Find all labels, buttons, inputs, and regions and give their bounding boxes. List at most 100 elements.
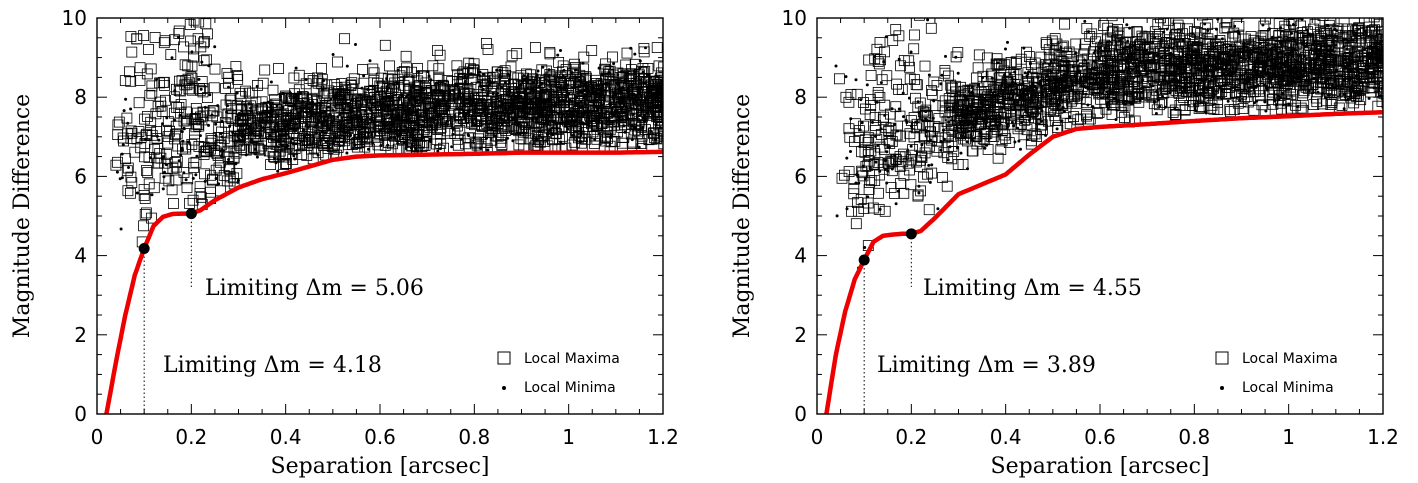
local-maximum-point — [280, 90, 292, 102]
local-maximum-point — [996, 135, 1008, 147]
local-minimum-point — [213, 45, 217, 49]
local-maximum-point — [175, 99, 187, 110]
local-minimum-point — [1277, 98, 1281, 102]
contrast-curve-line — [104, 149, 663, 414]
local-maximum-point — [1365, 86, 1376, 98]
local-maximum-point — [170, 83, 182, 95]
local-maximum-point — [145, 63, 157, 75]
local-maximum-point — [506, 50, 518, 62]
local-maximum-point — [170, 174, 182, 186]
local-maximum-point — [541, 100, 552, 112]
local-maximum-point — [287, 105, 299, 117]
local-minimum-point — [865, 83, 869, 87]
local-maximum-point — [125, 31, 137, 42]
local-minimum-point — [1326, 24, 1330, 28]
local-maximum-point — [259, 64, 271, 76]
local-minimum-point — [959, 151, 963, 155]
local-maximum-point — [195, 41, 207, 53]
local-minimum-point — [1264, 109, 1268, 113]
local-minimum-point — [596, 107, 600, 111]
local-maximum-point — [186, 60, 198, 72]
local-maximum-point — [338, 113, 350, 125]
local-minimum-point — [1010, 120, 1014, 124]
local-maximum-point — [155, 100, 167, 112]
local-maximum-point — [580, 133, 592, 145]
local-maximum-point — [834, 73, 845, 85]
local-maximum-point — [199, 145, 211, 157]
local-maximum-point — [516, 81, 527, 92]
local-maximum-point — [598, 90, 610, 102]
local-minimum-point — [180, 146, 184, 150]
local-maximum-point — [363, 85, 375, 97]
local-maximum-point — [143, 151, 155, 163]
local-maximum-point — [444, 127, 456, 139]
local-minimum-point — [1273, 99, 1277, 103]
local-maximum-point — [187, 51, 199, 63]
local-minimum-point — [1152, 100, 1156, 104]
local-minimum-point — [177, 35, 180, 39]
local-maximum-point — [604, 65, 616, 77]
local-maximum-point — [1185, 53, 1197, 64]
local-minimum-point — [275, 104, 279, 108]
local-minimum-point — [1023, 71, 1027, 75]
local-maximum-point — [414, 105, 426, 117]
local-maximum-point — [122, 162, 134, 174]
local-maximum-point — [578, 83, 589, 95]
local-maximum-point — [315, 63, 327, 74]
local-minimum-point — [1071, 64, 1075, 68]
local-maximum-point — [1353, 22, 1364, 34]
local-minimum-point — [966, 167, 969, 171]
local-maximum-point — [450, 116, 462, 128]
legend-minima-symbol — [502, 386, 506, 390]
local-maximum-point — [969, 83, 980, 95]
local-maximum-point — [434, 95, 446, 107]
local-maximum-point — [348, 73, 360, 85]
local-maximum-point — [1224, 82, 1236, 93]
local-maximum-point — [1267, 86, 1279, 98]
local-maximum-point — [551, 112, 563, 123]
local-maximum-point — [447, 84, 459, 95]
local-maximum-point — [914, 18, 925, 21]
local-minimum-point — [887, 145, 891, 149]
local-maximum-point — [662, 67, 663, 79]
local-maximum-point — [1360, 56, 1372, 68]
local-maximum-point — [192, 107, 203, 119]
local-minimum-point — [444, 121, 448, 125]
x-tick-label: 0.4 — [270, 425, 302, 449]
local-maximum-point — [143, 44, 154, 55]
local-maximum-point — [1040, 88, 1052, 100]
local-maximum-point — [863, 54, 875, 66]
local-maximum-point — [1170, 109, 1182, 120]
local-maximum-point — [244, 100, 256, 112]
local-maximum-point — [601, 106, 612, 118]
local-minimum-point — [220, 154, 224, 158]
local-maximum-point — [159, 157, 171, 169]
local-maximum-point — [1234, 68, 1246, 80]
local-maximum-point — [638, 43, 650, 54]
local-maximum-point — [865, 70, 877, 81]
local-minimum-point — [115, 170, 119, 174]
local-maximum-point — [1234, 48, 1246, 60]
local-maximum-point — [943, 93, 955, 104]
local-maximum-point — [182, 173, 194, 185]
local-minimum-point — [1040, 109, 1044, 113]
local-maximum-point — [1152, 18, 1164, 30]
local-maximum-point — [1035, 113, 1046, 125]
local-minimum-point — [407, 108, 411, 112]
local-minimum-point — [1154, 112, 1158, 115]
local-minimum-point — [367, 147, 370, 151]
local-maximum-point — [305, 116, 317, 128]
local-minimum-point — [150, 193, 154, 197]
local-maximum-point — [461, 116, 473, 128]
local-minimum-point — [1265, 85, 1269, 89]
local-maximum-point — [1221, 22, 1233, 33]
local-maximum-point — [326, 118, 338, 130]
local-maximum-point — [571, 111, 583, 123]
local-maximum-point — [186, 84, 198, 96]
local-maximum-point — [296, 111, 308, 122]
local-maximum-point — [1342, 52, 1354, 64]
local-minimum-point — [127, 166, 130, 169]
local-maximum-point — [167, 198, 179, 209]
local-maximum-point — [201, 54, 213, 66]
